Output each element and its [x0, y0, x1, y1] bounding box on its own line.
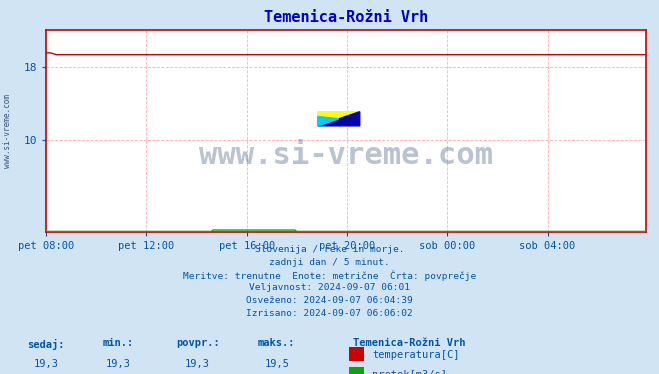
Text: 19,3: 19,3 — [34, 359, 59, 369]
Text: Izrisano: 2024-09-07 06:06:02: Izrisano: 2024-09-07 06:06:02 — [246, 309, 413, 318]
Text: 19,3: 19,3 — [106, 359, 131, 369]
Text: Osveženo: 2024-09-07 06:04:39: Osveženo: 2024-09-07 06:04:39 — [246, 296, 413, 305]
Polygon shape — [318, 116, 339, 126]
Text: povpr.:: povpr.: — [176, 338, 219, 349]
Text: Veljavnost: 2024-09-07 06:01: Veljavnost: 2024-09-07 06:01 — [249, 283, 410, 292]
Text: Temenica-Rožni Vrh: Temenica-Rožni Vrh — [353, 338, 465, 349]
Text: temperatura[C]: temperatura[C] — [372, 350, 460, 359]
Polygon shape — [318, 112, 360, 126]
Text: sedaj:: sedaj: — [28, 338, 65, 349]
Text: min.:: min.: — [103, 338, 134, 349]
Text: pretok[m3/s]: pretok[m3/s] — [372, 370, 447, 374]
Text: 19,3: 19,3 — [185, 359, 210, 369]
Title: Temenica-Rožni Vrh: Temenica-Rožni Vrh — [264, 10, 428, 25]
Text: www.si-vreme.com: www.si-vreme.com — [3, 94, 13, 168]
Text: Meritve: trenutne  Enote: metrične  Črta: povprečje: Meritve: trenutne Enote: metrične Črta: … — [183, 270, 476, 281]
Polygon shape — [318, 112, 360, 126]
Text: Slovenija / reke in morje.: Slovenija / reke in morje. — [255, 245, 404, 254]
Text: 19,5: 19,5 — [264, 359, 289, 369]
Text: zadnji dan / 5 minut.: zadnji dan / 5 minut. — [269, 258, 390, 267]
Text: www.si-vreme.com: www.si-vreme.com — [199, 141, 493, 170]
Text: maks.:: maks.: — [258, 338, 295, 349]
